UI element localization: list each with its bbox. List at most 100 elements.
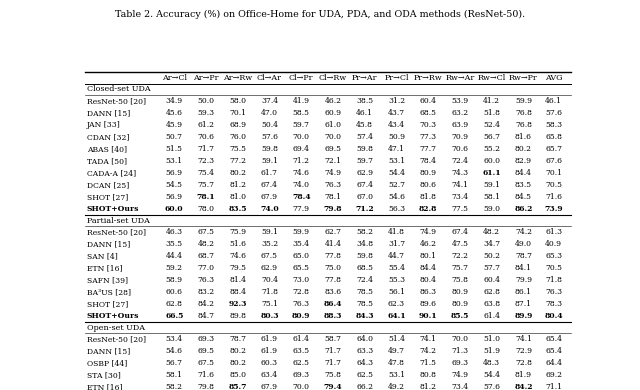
Text: 65.8: 65.8	[545, 133, 562, 141]
Text: 74.2: 74.2	[515, 228, 532, 236]
Text: 58.2: 58.2	[166, 383, 183, 390]
Text: 78.4: 78.4	[420, 157, 436, 165]
Text: 70.0: 70.0	[324, 133, 342, 141]
Text: 61.4: 61.4	[483, 312, 500, 320]
Text: 65.3: 65.3	[545, 252, 563, 260]
Text: 79.5: 79.5	[229, 264, 246, 272]
Text: CADA-A [24]: CADA-A [24]	[87, 169, 136, 177]
Text: 56.3: 56.3	[388, 205, 405, 213]
Text: 64.1: 64.1	[387, 312, 406, 320]
Text: 52.4: 52.4	[483, 121, 500, 129]
Text: 72.9: 72.9	[515, 347, 532, 355]
Text: 78.5: 78.5	[356, 288, 373, 296]
Text: 72.1: 72.1	[324, 157, 342, 165]
Text: SAFN [39]: SAFN [39]	[87, 276, 128, 284]
Text: 49.0: 49.0	[515, 240, 532, 248]
Text: 65.5: 65.5	[292, 264, 310, 272]
Text: 84.2: 84.2	[198, 300, 214, 308]
Text: 56.9: 56.9	[166, 193, 183, 201]
Text: 76.3: 76.3	[324, 181, 342, 189]
Text: 60.9: 60.9	[324, 109, 342, 117]
Text: 57.7: 57.7	[483, 264, 500, 272]
Text: BA³US [28]: BA³US [28]	[87, 288, 131, 296]
Text: 59.2: 59.2	[166, 264, 183, 272]
Text: ABAS [40]: ABAS [40]	[87, 145, 127, 153]
Text: 57.6: 57.6	[261, 133, 278, 141]
Text: 59.9: 59.9	[515, 97, 532, 105]
Text: 68.5: 68.5	[420, 109, 436, 117]
Text: 67.4: 67.4	[261, 181, 278, 189]
Text: 87.1: 87.1	[515, 300, 532, 308]
Text: 81.2: 81.2	[420, 383, 436, 390]
Text: 59.1: 59.1	[483, 181, 500, 189]
Text: Rw→Cl: Rw→Cl	[477, 74, 506, 82]
Text: 70.0: 70.0	[451, 335, 468, 343]
Text: 61.7: 61.7	[261, 169, 278, 177]
Text: Rw→Ar: Rw→Ar	[445, 74, 475, 82]
Text: 57.6: 57.6	[545, 109, 562, 117]
Text: 76.8: 76.8	[515, 121, 532, 129]
Text: 81.8: 81.8	[420, 193, 436, 201]
Text: 69.3: 69.3	[292, 371, 310, 379]
Text: 78.0: 78.0	[198, 205, 214, 213]
Text: 83.5: 83.5	[228, 205, 247, 213]
Text: 80.9: 80.9	[292, 312, 310, 320]
Text: 34.8: 34.8	[356, 240, 373, 248]
Text: 76.0: 76.0	[229, 133, 246, 141]
Text: 69.3: 69.3	[451, 359, 468, 367]
Text: 67.4: 67.4	[356, 181, 373, 189]
Text: 58.2: 58.2	[356, 228, 373, 236]
Text: 60.4: 60.4	[483, 276, 500, 284]
Text: 59.7: 59.7	[292, 121, 310, 129]
Text: 70.0: 70.0	[292, 383, 310, 390]
Text: 45.9: 45.9	[166, 121, 183, 129]
Text: 46.2: 46.2	[324, 97, 342, 105]
Text: 80.4: 80.4	[545, 312, 563, 320]
Text: 60.0: 60.0	[483, 157, 500, 165]
Text: 67.9: 67.9	[261, 383, 278, 390]
Text: 41.2: 41.2	[483, 97, 500, 105]
Text: ETN [16]: ETN [16]	[87, 264, 122, 272]
Text: 50.7: 50.7	[166, 133, 183, 141]
Text: 61.9: 61.9	[261, 347, 278, 355]
Text: 34.7: 34.7	[483, 240, 500, 248]
Text: 84.2: 84.2	[514, 383, 532, 390]
Text: 70.6: 70.6	[198, 133, 214, 141]
Text: 43.7: 43.7	[388, 109, 405, 117]
Text: 80.9: 80.9	[451, 288, 468, 296]
Text: 75.0: 75.0	[324, 264, 342, 272]
Text: 75.8: 75.8	[451, 276, 468, 284]
Text: 31.7: 31.7	[388, 240, 405, 248]
Text: 74.2: 74.2	[420, 347, 436, 355]
Text: 84.4: 84.4	[515, 169, 532, 177]
Text: 62.8: 62.8	[166, 300, 183, 308]
Text: 70.1: 70.1	[229, 109, 246, 117]
Text: 75.5: 75.5	[229, 145, 246, 153]
Text: 68.9: 68.9	[229, 121, 246, 129]
Text: 40.9: 40.9	[545, 240, 562, 248]
Text: 58.0: 58.0	[229, 97, 246, 105]
Text: 45.8: 45.8	[356, 121, 373, 129]
Text: 59.8: 59.8	[356, 252, 373, 260]
Text: 74.9: 74.9	[451, 371, 468, 379]
Text: 70.5: 70.5	[545, 181, 562, 189]
Text: 43.4: 43.4	[388, 121, 405, 129]
Text: 68.7: 68.7	[198, 252, 214, 260]
Text: 83.6: 83.6	[324, 288, 342, 296]
Text: 70.1: 70.1	[545, 169, 562, 177]
Text: 62.5: 62.5	[356, 371, 373, 379]
Text: 75.9: 75.9	[229, 228, 246, 236]
Text: 63.4: 63.4	[261, 371, 278, 379]
Text: CDAN [32]: CDAN [32]	[87, 133, 129, 141]
Text: Ar→Rw: Ar→Rw	[223, 74, 252, 82]
Text: 89.8: 89.8	[229, 312, 246, 320]
Text: 53.1: 53.1	[388, 371, 405, 379]
Text: 51.9: 51.9	[483, 347, 500, 355]
Text: 84.4: 84.4	[420, 264, 436, 272]
Text: 78.5: 78.5	[356, 300, 373, 308]
Text: 46.2: 46.2	[420, 240, 436, 248]
Text: 88.3: 88.3	[324, 312, 342, 320]
Text: 80.8: 80.8	[420, 371, 436, 379]
Text: 47.0: 47.0	[261, 109, 278, 117]
Text: 74.6: 74.6	[292, 169, 310, 177]
